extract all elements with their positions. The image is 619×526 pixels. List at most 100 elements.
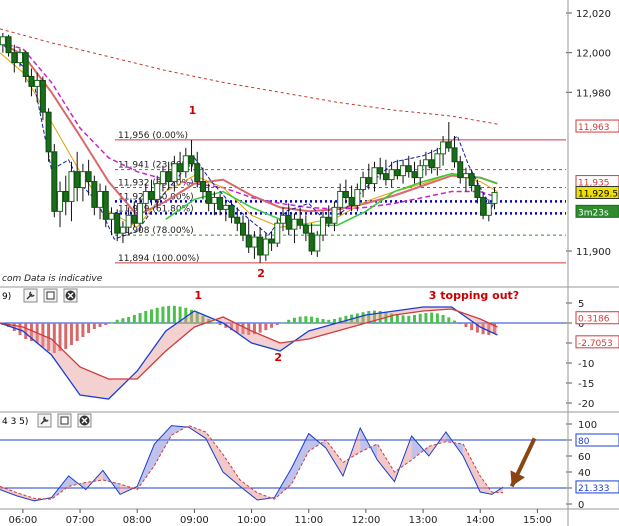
macd-histogram-bar (127, 317, 131, 323)
stoch-wrench-icon[interactable] (37, 413, 52, 428)
candle-body (142, 191, 149, 204)
candle-body (337, 191, 344, 208)
macd-histogram-bar (29, 323, 33, 341)
macd-histogram-bar (493, 323, 497, 334)
macd-histogram-bar (58, 323, 62, 351)
stoch-fill-segment (205, 432, 223, 472)
macd-histogram-bar (201, 315, 205, 323)
time-tick-label: 13:00 (409, 515, 438, 526)
candle-body (205, 191, 212, 204)
candle-body (411, 171, 418, 179)
macd-tick-label: -15 (578, 379, 594, 390)
macd-panel: 9) 123 topping out? 50-5-10-15-200.3186-… (0, 286, 619, 410)
price-axis: 12,020 12,000 11,980 11,900 11,963 11,93511,9… (566, 9, 619, 258)
macd-histogram-bar (412, 315, 416, 323)
macd-histogram-bar (52, 323, 56, 353)
fib-level-label: 11,956 (0.00%) (118, 131, 188, 141)
macd-histogram-bar (138, 313, 142, 323)
candle-body (91, 181, 98, 208)
macd-histogram-bar (327, 319, 331, 323)
candle-body (137, 202, 144, 224)
price-tag-label: 11,929.5 (578, 189, 618, 199)
time-tick-label: 11:00 (294, 515, 323, 526)
candle-body (348, 196, 355, 206)
macd-histogram-bar (338, 317, 342, 323)
time-axis: 06:00 07:00 08:00 09:00 10:00 11:00 12:00 13:00… (8, 509, 552, 526)
price-tick-label: 12,000 (576, 49, 611, 60)
candle-body (457, 161, 464, 179)
macd-histogram-bar (321, 319, 325, 323)
macd-histogram-bar (275, 323, 279, 325)
macd-histogram-bar (104, 323, 108, 325)
macd-histogram-bar (470, 323, 474, 331)
candle-body (79, 171, 86, 189)
macd-histogram-bar (47, 323, 51, 351)
macd-histogram-bar (81, 323, 85, 337)
macd-annotation: 3 topping out? (429, 289, 519, 302)
candle-body (360, 177, 367, 191)
candle-body (394, 169, 401, 177)
stoch-tick-label: 0 (578, 500, 584, 511)
candle-body (182, 155, 189, 173)
macd-histogram-bar (441, 315, 445, 323)
candle-body (274, 222, 281, 244)
stoch-fill-segment (240, 480, 258, 500)
stoch-fill-segment (223, 454, 241, 487)
macd-histogram-bar (367, 311, 371, 323)
macd-histogram-bar (195, 312, 199, 323)
macd-value-tag-label: 0.3186 (578, 315, 610, 325)
stoch-window-icon[interactable] (57, 413, 72, 428)
macd-histogram-bar (24, 323, 28, 339)
stoch-fill-segment (308, 433, 326, 452)
candle-body (480, 196, 487, 216)
candle-body (417, 165, 424, 179)
candle-body (268, 238, 275, 244)
candle-body (291, 218, 298, 230)
macd-annotation: 2 (274, 351, 282, 364)
candle-body (171, 163, 178, 183)
macd-wrench-icon[interactable] (23, 288, 38, 303)
macd-histogram-bar (121, 318, 125, 323)
stochastic-panel: 4 3 5) 1008060402008021.333 (0, 411, 619, 511)
macd-histogram-bar (218, 323, 222, 325)
stoch-value-tag (575, 480, 619, 494)
candle-body (445, 141, 452, 149)
arrow-head (510, 470, 525, 487)
candle-body (342, 191, 349, 198)
macd-histogram-bar (458, 323, 462, 324)
macd-histogram-bar (235, 323, 239, 333)
candle-body (57, 191, 64, 212)
stoch-line (0, 425, 504, 500)
candle-body (354, 189, 361, 206)
macd-histogram-bar (184, 307, 188, 323)
macd-histogram-bar (161, 306, 165, 323)
time-tick-label: 12:00 (351, 515, 380, 526)
candle-body (262, 238, 269, 256)
candle-body (159, 171, 166, 185)
candle-body (468, 173, 475, 187)
stoch-close-icon[interactable] (77, 413, 92, 428)
macd-tick-label: 0 (578, 319, 584, 330)
macd-window-icon[interactable] (43, 288, 58, 303)
moving-average-line (0, 42, 498, 211)
macd-close-icon[interactable] (63, 288, 78, 303)
candle-body (177, 163, 184, 173)
macd-histogram-bar (252, 323, 256, 335)
stoch-tick-label: 60 (578, 452, 591, 463)
macd-histogram-bar (304, 316, 308, 323)
fib-level-label: 11,919 (61.80%) (118, 204, 194, 214)
macd-histogram-bar (292, 317, 296, 323)
stoch-value-tag-label: 21.333 (578, 484, 610, 494)
stoch-fill-segment (17, 492, 35, 501)
macd-histogram-bar (424, 313, 428, 323)
candle-body (5, 36, 12, 54)
macd-histogram-bar (332, 319, 336, 323)
candle-body (222, 204, 229, 210)
stoch-axis: 1008060402008021.333 (566, 420, 619, 511)
macd-histogram-bar (378, 311, 382, 323)
macd-title: 9) (2, 292, 11, 302)
stoch-tick-label: 100 (578, 420, 597, 431)
macd-axis: 50-5-10-15-200.3186-2.7053 (566, 299, 619, 410)
candle-body (285, 214, 292, 230)
macd-histogram-bar (281, 322, 285, 324)
